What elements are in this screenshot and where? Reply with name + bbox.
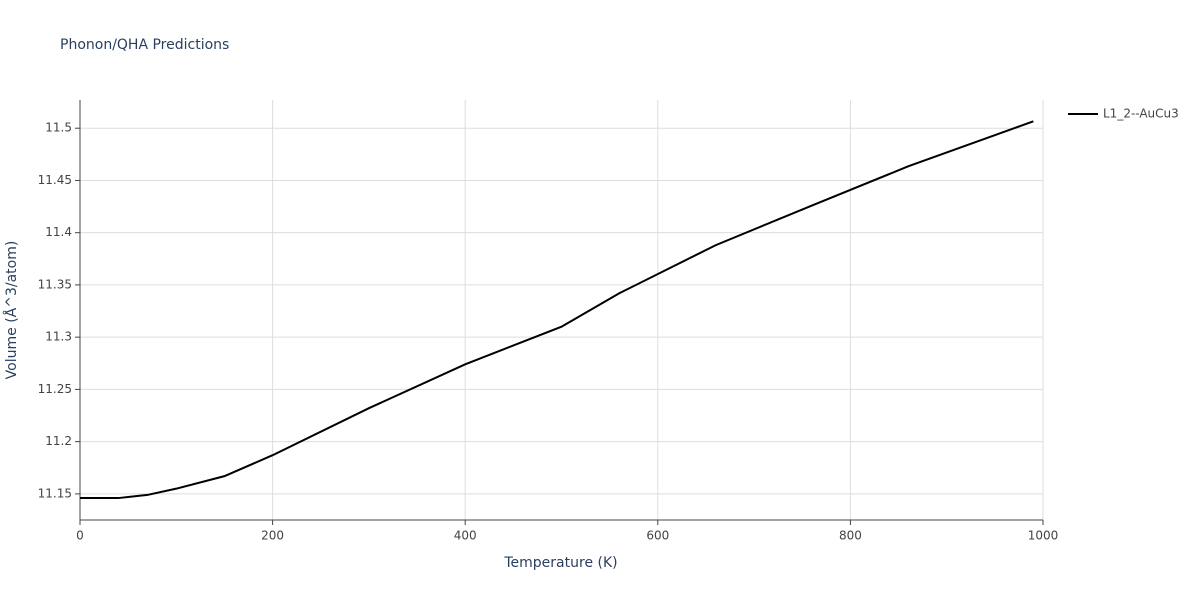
x-tick-label: 0: [76, 529, 84, 543]
y-tick-label: 11.2: [45, 434, 72, 448]
x-axis-label: Temperature (K): [503, 555, 617, 571]
x-tick-label: 1000: [1028, 529, 1059, 543]
line-series: [80, 120, 1034, 500]
x-tick-label: 600: [646, 529, 669, 543]
y-tick-label: 11.5: [45, 121, 72, 135]
y-tick-label: 11.45: [38, 173, 72, 187]
x-tick-label: 400: [454, 529, 477, 543]
y-tick-label: 11.25: [38, 382, 72, 396]
legend-label: L1_2--AuCu3: [1103, 107, 1179, 121]
y-tick-label: 11.3: [45, 330, 72, 344]
y-axis-label: Volume (Å^3/atom): [3, 241, 20, 380]
y-tick-label: 11.4: [45, 225, 72, 239]
x-tick-label: 200: [261, 529, 284, 543]
y-tick-label: 11.15: [38, 486, 72, 500]
chart-title: Phonon/QHA Predictions: [60, 37, 229, 53]
y-tick-label: 11.35: [38, 277, 72, 291]
x-tick-label: 800: [839, 529, 862, 543]
